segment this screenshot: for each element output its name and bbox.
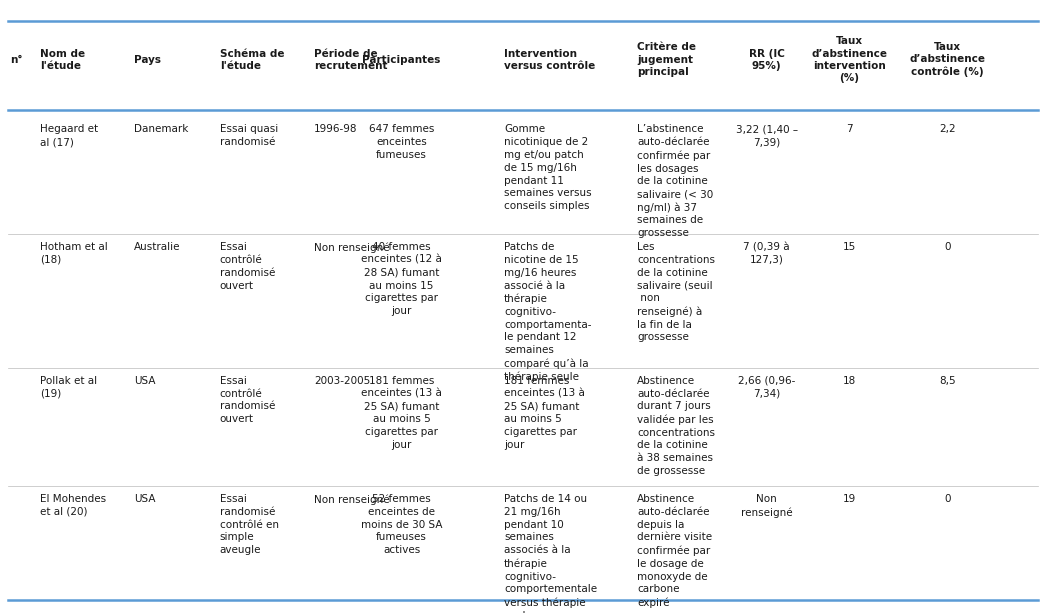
Text: Non renseigné: Non renseigné <box>314 242 389 253</box>
Text: 0: 0 <box>945 494 951 504</box>
Text: 8,5: 8,5 <box>939 376 956 386</box>
Text: 3,22 (1,40 –
7,39): 3,22 (1,40 – 7,39) <box>735 124 798 147</box>
Text: USA: USA <box>134 376 156 386</box>
Text: 15: 15 <box>843 242 856 252</box>
Text: Essai
contrôlé
randomisé
ouvert: Essai contrôlé randomisé ouvert <box>220 376 275 424</box>
Text: Participantes: Participantes <box>363 55 440 65</box>
Text: 40 femmes
enceintes (12 à
28 SA) fumant
au moins 15
cigarettes par
jour: 40 femmes enceintes (12 à 28 SA) fumant … <box>361 242 442 316</box>
Text: Pays: Pays <box>134 55 161 65</box>
Text: El Mohendes
et al (20): El Mohendes et al (20) <box>40 494 106 517</box>
Text: Pollak et al
(19): Pollak et al (19) <box>40 376 97 398</box>
Text: Abstinence
auto-déclarée
durant 7 jours
validée par les
concentrations
de la cot: Abstinence auto-déclarée durant 7 jours … <box>637 376 715 476</box>
Text: Taux
d’abstinence
intervention
(%): Taux d’abstinence intervention (%) <box>812 36 887 83</box>
Text: Essai
contrôlé
randomisé
ouvert: Essai contrôlé randomisé ouvert <box>220 242 275 291</box>
Text: 647 femmes
enceintes
fumeuses: 647 femmes enceintes fumeuses <box>369 124 434 160</box>
Text: 2,66 (0,96-
7,34): 2,66 (0,96- 7,34) <box>738 376 795 398</box>
Text: 2003-2005: 2003-2005 <box>314 376 370 386</box>
Text: Patchs de
nicotine de 15
mg/16 heures
associé à la
thérapie
cognitivo-
comportam: Patchs de nicotine de 15 mg/16 heures as… <box>504 242 592 382</box>
Text: 7 (0,39 à
127,3): 7 (0,39 à 127,3) <box>744 242 790 265</box>
Text: Hegaard et
al (17): Hegaard et al (17) <box>40 124 98 147</box>
Text: Essai
randomisé
contrôlé en
simple
aveugle: Essai randomisé contrôlé en simple aveug… <box>220 494 278 555</box>
Text: Non renseigné: Non renseigné <box>314 494 389 504</box>
Text: 52 femmes
enceintes de
moins de 30 SA
fumeuses
actives: 52 femmes enceintes de moins de 30 SA fu… <box>361 494 442 555</box>
Text: n°: n° <box>10 55 23 65</box>
Text: Schéma de
l'étude: Schéma de l'étude <box>220 48 285 71</box>
Text: Les
concentrations
de la cotinine
salivaire (seuil
 non
renseigné) à
la fin de l: Les concentrations de la cotinine saliva… <box>637 242 715 343</box>
Text: Nom de
l'étude: Nom de l'étude <box>40 48 85 71</box>
Text: 181 femmes
enceintes (13 à
25 SA) fumant
au moins 5
cigarettes par
jour: 181 femmes enceintes (13 à 25 SA) fumant… <box>361 376 442 450</box>
Text: 1996-98: 1996-98 <box>314 124 358 134</box>
Text: Non
renseigné: Non renseigné <box>741 494 793 517</box>
Text: 19: 19 <box>843 494 856 504</box>
Text: 18: 18 <box>843 376 856 386</box>
Text: 0: 0 <box>945 242 951 252</box>
Text: Intervention
versus contrôle: Intervention versus contrôle <box>504 48 595 71</box>
Text: Période de
recrutement: Période de recrutement <box>314 48 387 71</box>
Text: RR (IC
95%): RR (IC 95%) <box>749 48 784 71</box>
Text: L’abstinence
auto-déclarée
confirmée par
les dosages
de la cotinine
salivaire (<: L’abstinence auto-déclarée confirmée par… <box>637 124 713 238</box>
Text: Patchs de 14 ou
21 mg/16h
pendant 10
semaines
associés à la
thérapie
cognitivo-
: Patchs de 14 ou 21 mg/16h pendant 10 sem… <box>504 494 597 613</box>
Text: Gomme
nicotinique de 2
mg et/ou patch
de 15 mg/16h
pendant 11
semaines versus
co: Gomme nicotinique de 2 mg et/ou patch de… <box>504 124 592 211</box>
Text: Taux
d’abstinence
contrôle (%): Taux d’abstinence contrôle (%) <box>910 42 985 77</box>
Text: 2,2: 2,2 <box>939 124 956 134</box>
Text: Essai quasi
randomisé: Essai quasi randomisé <box>220 124 278 147</box>
Text: Australie: Australie <box>134 242 180 252</box>
Text: USA: USA <box>134 494 156 504</box>
Text: Danemark: Danemark <box>134 124 188 134</box>
Text: Hotham et al
(18): Hotham et al (18) <box>40 242 108 265</box>
Text: Critère de
jugement
principal: Critère de jugement principal <box>637 42 696 77</box>
Text: Abstinence
auto-déclarée
depuis la
dernière visite
confirmée par
le dosage de
mo: Abstinence auto-déclarée depuis la derni… <box>637 494 712 608</box>
Text: 181 femmes
enceintes (13 à
25 SA) fumant
au moins 5
cigarettes par
jour: 181 femmes enceintes (13 à 25 SA) fumant… <box>504 376 585 450</box>
Text: 7: 7 <box>846 124 852 134</box>
